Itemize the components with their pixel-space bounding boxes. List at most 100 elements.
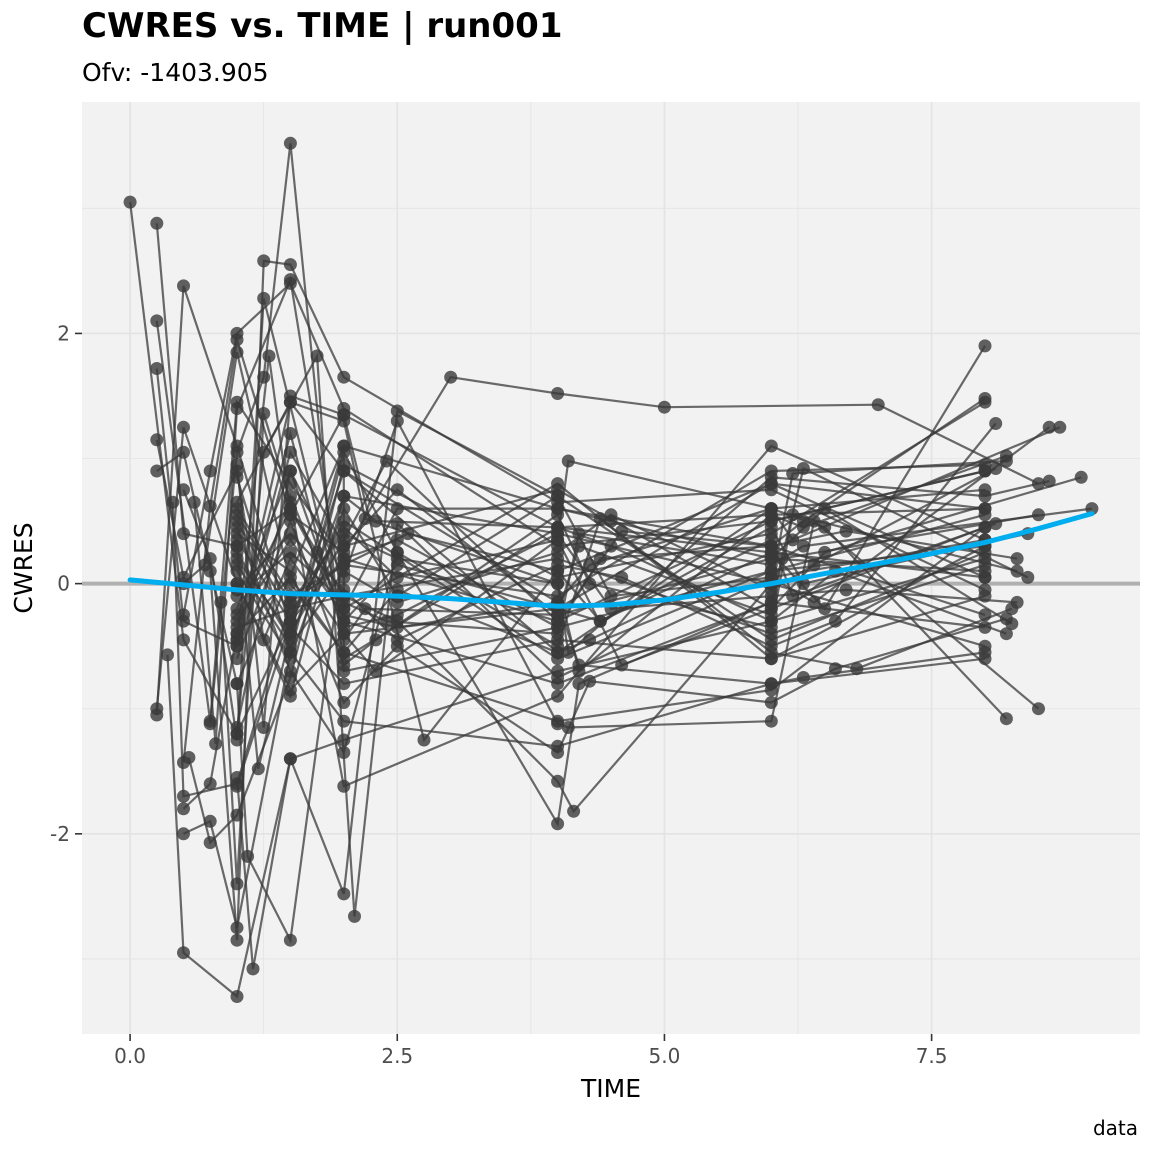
data-point xyxy=(390,414,404,428)
data-point xyxy=(764,520,778,534)
data-point xyxy=(807,595,821,609)
data-point xyxy=(230,445,244,459)
data-point xyxy=(390,633,404,647)
data-point xyxy=(262,349,276,363)
data-point xyxy=(283,273,297,287)
y-tick-label: 2 xyxy=(57,321,70,345)
data-point xyxy=(203,717,217,731)
data-point xyxy=(551,527,565,541)
data-point xyxy=(764,539,778,553)
data-point xyxy=(561,454,575,468)
data-point xyxy=(348,909,361,923)
data-point xyxy=(764,639,778,653)
data-point xyxy=(182,751,196,764)
data-point xyxy=(337,696,351,709)
data-point xyxy=(150,216,164,230)
data-point xyxy=(978,570,992,584)
data-point xyxy=(230,402,244,415)
data-point xyxy=(390,608,404,622)
subject-series xyxy=(230,527,1013,759)
data-point xyxy=(246,962,260,976)
data-point xyxy=(230,508,244,522)
data-point xyxy=(572,664,586,678)
data-point xyxy=(203,777,217,791)
data-point xyxy=(764,677,778,691)
data-point xyxy=(166,495,180,509)
data-point xyxy=(850,662,864,676)
data-point xyxy=(177,789,190,803)
data-point xyxy=(786,467,800,480)
data-point xyxy=(593,614,607,628)
data-point xyxy=(604,589,618,603)
data-point xyxy=(615,524,629,538)
data-point xyxy=(583,674,597,688)
data-point xyxy=(177,527,190,541)
axis-ticks: 0.0 2.5 5.0 7.5 -2 0 2 xyxy=(50,321,947,1068)
x-tick-label: 2.5 xyxy=(381,1044,413,1068)
data-point xyxy=(283,639,297,653)
data-point xyxy=(604,539,618,553)
data-point xyxy=(283,614,297,628)
data-point xyxy=(786,589,800,603)
data-point xyxy=(999,449,1013,463)
data-point xyxy=(230,877,244,891)
data-point xyxy=(390,404,404,418)
data-point xyxy=(764,614,778,628)
data-point xyxy=(401,527,415,541)
data-point xyxy=(786,508,800,522)
data-point xyxy=(764,558,778,572)
data-point xyxy=(380,454,394,468)
data-point xyxy=(1032,702,1045,716)
data-point xyxy=(283,652,297,666)
caption: data xyxy=(1093,1116,1138,1140)
data-point xyxy=(796,514,810,528)
data-point xyxy=(1010,595,1024,609)
data-point xyxy=(230,614,244,628)
data-point xyxy=(978,645,992,659)
data-point xyxy=(337,779,351,793)
data-point xyxy=(871,398,885,412)
data-point xyxy=(230,326,244,340)
data-point xyxy=(551,620,565,634)
data-point xyxy=(551,489,565,503)
series-line xyxy=(182,399,986,810)
data-point xyxy=(150,708,164,722)
data-point xyxy=(551,387,565,400)
data-point xyxy=(337,714,351,728)
data-point xyxy=(283,427,297,440)
data-point xyxy=(978,583,992,597)
data-point xyxy=(337,677,351,691)
data-point xyxy=(230,602,244,616)
series-line xyxy=(235,394,986,743)
data-point xyxy=(551,717,565,731)
data-point xyxy=(337,527,351,541)
data-point xyxy=(150,314,164,328)
data-point xyxy=(203,814,217,828)
data-point xyxy=(978,489,992,503)
data-point xyxy=(177,420,190,434)
data-point xyxy=(337,633,351,647)
data-point xyxy=(978,392,992,405)
data-point xyxy=(230,470,244,484)
data-point xyxy=(337,414,351,428)
data-point xyxy=(214,595,228,609)
x-axis-title: TIME xyxy=(580,1074,641,1103)
data-point xyxy=(764,470,778,484)
data-point xyxy=(283,395,297,409)
data-point xyxy=(828,614,842,628)
data-point xyxy=(337,887,351,901)
data-point xyxy=(615,658,629,672)
smooth-trend-line xyxy=(127,511,1095,609)
y-axis-title: CWRES xyxy=(9,522,38,613)
data-point xyxy=(123,195,137,209)
data-point xyxy=(444,370,458,384)
data-point xyxy=(283,570,297,584)
data-point xyxy=(337,620,351,634)
data-point xyxy=(337,564,351,578)
data-point xyxy=(283,258,297,272)
data-point xyxy=(369,514,383,528)
data-point xyxy=(764,696,778,709)
data-point xyxy=(551,746,565,759)
chart-subtitle: Ofv: -1403.905 xyxy=(82,58,269,87)
data-point xyxy=(187,495,201,509)
